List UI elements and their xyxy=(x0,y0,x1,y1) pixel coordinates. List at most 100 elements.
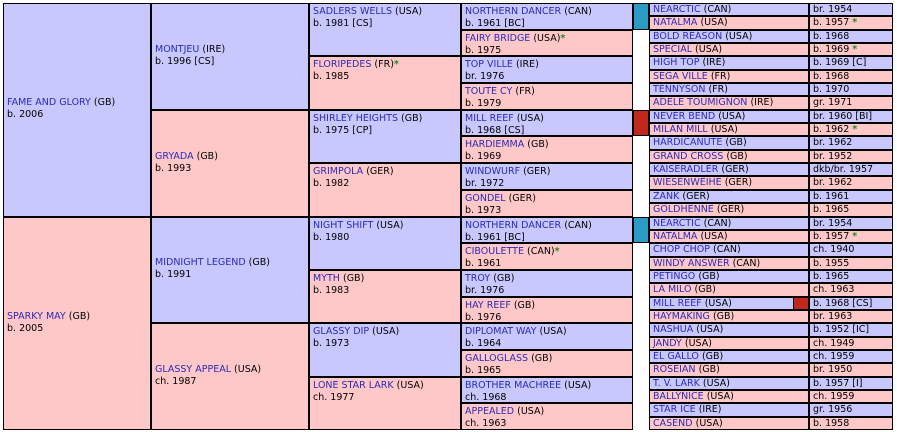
horse-name-link[interactable]: SPECIAL xyxy=(653,44,692,55)
horse-name-link[interactable]: PETINGO xyxy=(653,271,696,282)
horse-name-link[interactable]: GONDEL xyxy=(465,193,506,204)
horse-name-link[interactable]: NASHUA xyxy=(653,324,694,335)
horse-name-link[interactable]: TENNYSON xyxy=(653,84,706,95)
horse-name-link[interactable]: APPEALED xyxy=(465,406,515,417)
horse-info: b. 1969 xyxy=(813,44,850,55)
horse-name-link[interactable]: GALLOGLASS xyxy=(465,353,529,364)
horse-country: (USA) xyxy=(684,338,712,349)
horse-cell-gen1: FAME AND GLORY (GB) b. 2006 xyxy=(3,3,151,217)
horse-info-cell: b. 1965 xyxy=(809,270,893,283)
horse-name-link[interactable]: NORTHERN DANCER xyxy=(465,220,562,231)
horse-name-link[interactable]: BOLD REASON xyxy=(653,31,723,42)
horse-name-link[interactable]: MILL REEF xyxy=(653,298,702,309)
horse-cell-gen4: GONDEL (GER) b. 1973 xyxy=(461,190,633,217)
horse-name-link[interactable]: GOLDHENNE xyxy=(653,204,714,215)
horse-name-link[interactable]: NIGHT SHIFT xyxy=(313,220,374,231)
horse-name-link[interactable]: HARDICANUTE xyxy=(653,137,723,148)
horse-info: br. 1954 xyxy=(813,4,853,15)
horse-name-link[interactable]: TOP VILLE xyxy=(465,59,513,70)
horse-name-link[interactable]: MYTH xyxy=(313,273,340,284)
horse-info: ch. 1987 xyxy=(155,375,197,387)
horse-name-link[interactable]: SEGA VILLE xyxy=(653,71,708,82)
horse-name-link[interactable]: GRYADA xyxy=(155,150,194,162)
horse-name-link[interactable]: SADLERS WELLS xyxy=(313,6,392,17)
horse-country: (IRE) xyxy=(202,43,226,55)
horse-name-link[interactable]: NATALMA xyxy=(653,17,698,28)
horse-info: b. 1958 xyxy=(813,418,850,429)
horse-cell-gen3: GRIMPOLA (GER) b. 1982 xyxy=(309,163,461,217)
horse-cell-gen5: BOLD REASON (USA) xyxy=(649,30,809,43)
horse-info: b. 1955 xyxy=(813,258,850,269)
horse-country: (USA) xyxy=(564,380,592,391)
horse-info: b. 1985 xyxy=(313,71,350,82)
horse-info: b. 2006 xyxy=(7,109,44,120)
horse-cell-gen2: GLASSY APPEAL (USA) ch. 1987 xyxy=(151,323,309,430)
horse-name-link[interactable]: FAME AND GLORY xyxy=(7,97,91,108)
horse-name-link[interactable]: ROSEIAN xyxy=(653,364,696,375)
inbreeding-flag xyxy=(633,217,649,243)
horse-info-cell: dkb/br. 1957 xyxy=(809,163,893,176)
horse-name-link[interactable]: MONTJEU xyxy=(155,43,200,55)
horse-name-link[interactable]: NATALMA xyxy=(653,231,698,242)
horse-name-link[interactable]: ADELE TOUMIGNON xyxy=(653,97,748,108)
horse-name-link[interactable]: FLORIPEDES xyxy=(313,59,372,70)
horse-name-link[interactable]: GRIMPOLA xyxy=(313,166,364,177)
horse-name-link[interactable]: NORTHERN DANCER xyxy=(465,6,562,17)
horse-cell-gen5: ZANK (GER) xyxy=(649,190,809,203)
horse-info: b. 1970 xyxy=(813,84,850,95)
horse-name-link[interactable]: HIGH TOP xyxy=(653,57,700,68)
horse-info: br. 1963 xyxy=(813,311,853,322)
horse-name-link[interactable]: LONE STAR LARK xyxy=(313,380,394,391)
star-marker: * xyxy=(560,33,566,44)
horse-name-link[interactable]: FAIRY BRIDGE xyxy=(465,33,531,44)
horse-name-link[interactable]: EL GALLO xyxy=(653,351,699,362)
horse-name-link[interactable]: GLASSY DIP xyxy=(313,326,370,337)
horse-name-link[interactable]: ZANK xyxy=(653,191,680,202)
horse-cell-gen4: TOP VILLE (IRE) br. 1976 xyxy=(461,56,633,83)
horse-name-link[interactable]: CIBOULETTE xyxy=(465,246,524,257)
horse-name-link[interactable]: MIDNIGHT LEGEND xyxy=(155,257,246,268)
horse-info: ch. 1963 xyxy=(465,418,507,429)
horse-name-link[interactable]: TROY xyxy=(465,273,491,284)
horse-name-link[interactable]: NEARCTIC xyxy=(653,4,701,15)
horse-info: ch. 1949 xyxy=(813,338,855,349)
horse-name-link[interactable]: HAY REEF xyxy=(465,300,511,311)
horse-country: (GB) xyxy=(694,284,716,295)
horse-info-cell: br. 1963 xyxy=(809,310,893,323)
horse-info-cell: gr. 1956 xyxy=(809,403,893,417)
horse-name-link[interactable]: GRAND CROSS xyxy=(653,151,724,162)
horse-info: ch. 1940 xyxy=(813,244,855,255)
horse-info: b. 1957 xyxy=(813,231,850,242)
horse-cell-gen4: BROTHER MACHREE (USA) ch. 1968 xyxy=(461,377,633,403)
horse-info: b. 1968 xyxy=(813,71,850,82)
horse-name-link[interactable]: CHOP CHOP xyxy=(653,244,710,255)
horse-name-link[interactable]: WINDY ANSWER xyxy=(653,258,730,269)
horse-name-link[interactable]: MILL REEF xyxy=(465,113,514,124)
horse-info: b. 1961 [BC] xyxy=(465,18,525,29)
horse-name-link[interactable]: NEARCTIC xyxy=(653,218,701,229)
horse-info-cell: gr. 1971 xyxy=(809,96,893,110)
horse-name-link[interactable]: JANDY xyxy=(653,338,682,349)
horse-name-link[interactable]: SPARKY MAY xyxy=(7,310,66,322)
horse-name-link[interactable]: BALLYNICE xyxy=(653,391,704,402)
horse-name-link[interactable]: T. V. LARK xyxy=(653,378,700,389)
horse-name-link[interactable]: HARDIEMMA xyxy=(465,139,525,150)
horse-name-link[interactable]: MILAN MILL xyxy=(653,124,708,135)
horse-name-link[interactable]: STAR ICE xyxy=(653,404,696,415)
horse-name-link[interactable]: WIESENWEIHE xyxy=(653,177,722,188)
horse-name-link[interactable]: HAYMAKING xyxy=(653,311,710,322)
horse-name-link[interactable]: LA MILO xyxy=(653,284,692,295)
horse-name-link[interactable]: KAISERADLER xyxy=(653,164,719,175)
horse-name-link[interactable]: TOUTE CY xyxy=(465,86,513,97)
horse-name-link[interactable]: WINDWURF xyxy=(465,166,521,177)
horse-name-link[interactable]: DIPLOMAT WAY xyxy=(465,326,537,337)
horse-name-link[interactable]: CASEND xyxy=(653,418,693,429)
horse-name-link[interactable]: NEVER BEND xyxy=(653,111,716,122)
star-marker: * xyxy=(554,246,560,257)
horse-info: b. 1991 xyxy=(155,269,192,280)
horse-name-link[interactable]: BROTHER MACHREE xyxy=(465,380,562,391)
horse-name-link[interactable]: SHIRLEY HEIGHTS xyxy=(313,113,398,124)
horse-name-link[interactable]: GLASSY APPEAL xyxy=(155,363,232,375)
horse-country: (FR) xyxy=(374,59,394,70)
horse-info: b. 1965 xyxy=(813,204,850,215)
